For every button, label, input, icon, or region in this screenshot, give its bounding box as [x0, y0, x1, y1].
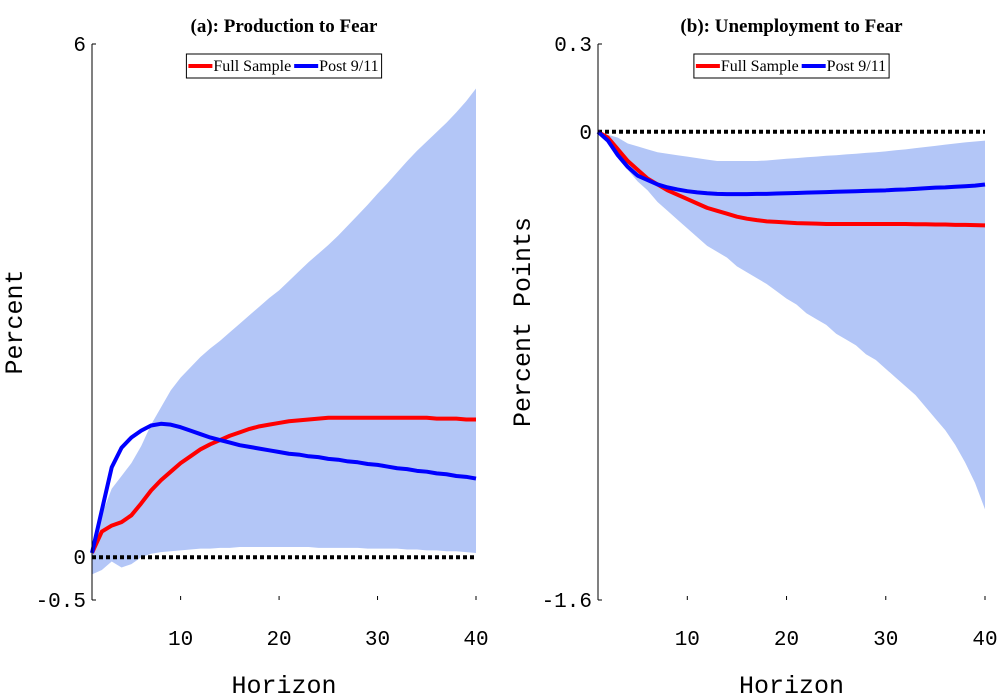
y-axis-label: Percent Points [509, 217, 538, 427]
subplot: -0.5 0 6 10 20 30 40 Horizon Percent (a): Product… [1, 16, 489, 700]
x-tick-label: 30 [873, 629, 898, 652]
y-tick-label: -1.6 [542, 591, 592, 614]
series-line [90, 415, 476, 554]
y-tick-label: 0 [579, 123, 592, 146]
x-tick-label: 30 [365, 629, 390, 652]
x-tick-label: 20 [774, 629, 799, 652]
legend-box [693, 53, 890, 79]
chart-title: (b): Unemployment to Fear [680, 16, 903, 37]
y-axis-label: Percent [1, 269, 30, 374]
legend: Full Sample Post 9/11 [693, 53, 890, 79]
legend-label: Full Sample [213, 58, 291, 75]
y-tick-label: 0.3 [554, 35, 592, 58]
x-tick-label: 40 [972, 629, 997, 652]
x-tick-label: 10 [675, 629, 700, 652]
y-tick-label: 6 [73, 35, 86, 58]
y-tick-label: -0.5 [36, 591, 86, 614]
series-line [90, 421, 477, 554]
legend-label: Post 9/11 [319, 58, 378, 75]
x-tick-label: 10 [168, 629, 193, 652]
legend-label: Full Sample [721, 58, 799, 75]
x-tick-label: 40 [463, 629, 488, 652]
confidence-band [598, 131, 985, 510]
confidence-band [92, 88, 476, 575]
subplot: -1.6 0 0.3 10 20 30 40 Horizon Percent Points (b)… [509, 16, 998, 700]
series-line [596, 130, 986, 197]
x-tick-label: 20 [266, 629, 291, 652]
x-axis-label: Horizon [739, 672, 844, 700]
y-tick-label: 0 [73, 548, 86, 571]
x-axis-label: Horizon [231, 672, 336, 700]
legend: Full Sample Post 9/11 [185, 53, 383, 79]
legend-box [185, 53, 383, 79]
legend-label: Post 9/11 [827, 58, 886, 75]
chart-title: (a): Production to Fear [191, 16, 379, 37]
